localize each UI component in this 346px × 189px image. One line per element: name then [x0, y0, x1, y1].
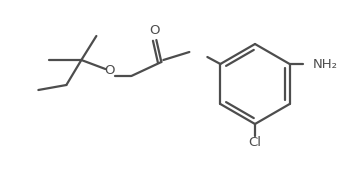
Text: O: O — [104, 64, 115, 77]
Text: NH₂: NH₂ — [313, 57, 338, 70]
Text: Cl: Cl — [248, 136, 262, 149]
Text: O: O — [149, 23, 160, 36]
